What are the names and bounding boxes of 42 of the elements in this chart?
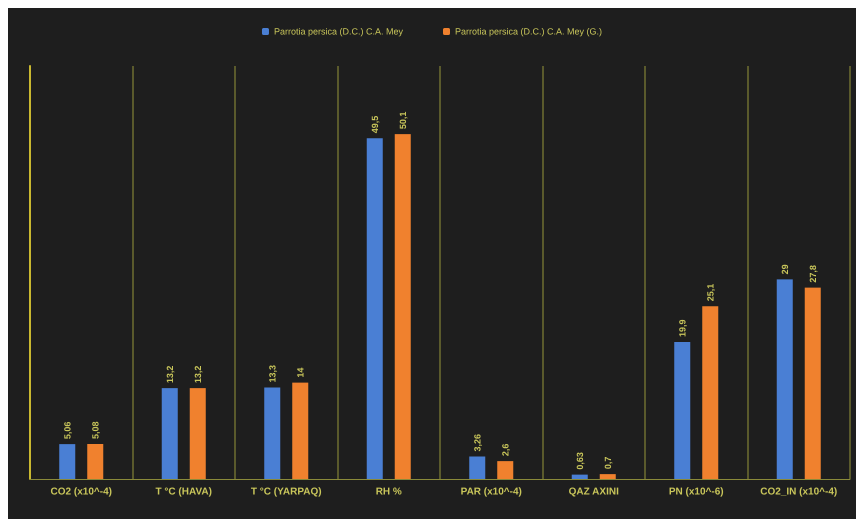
data-label: 5,06 [62,422,72,440]
data-label: 14 [295,368,306,378]
bar [59,444,76,479]
data-label: 0,63 [574,452,585,470]
data-label: 3,26 [472,434,482,452]
bar [497,461,514,479]
bar [366,138,383,479]
data-label: 5,08 [90,422,100,440]
bar [190,388,206,479]
data-label: 0,7 [602,456,613,470]
x-tick-label: RH % [376,486,402,498]
x-tick-label: CO2 (x10^-4) [50,486,112,498]
legend-label: Parrotia persica (D.C.) C.A. Mey [274,26,404,36]
data-label: 27,8 [808,265,818,283]
data-label: 49,5 [370,116,380,134]
bar [776,279,793,479]
data-label: 50,1 [398,112,408,130]
bar [394,134,411,479]
bar [469,456,486,479]
bar [162,388,178,479]
bar [600,474,616,479]
bar [264,387,280,479]
x-tick-label: CO2_IN (x10^-4) [760,486,838,498]
x-tick-label: T °C (HAVA) [156,486,212,498]
data-label: 13,3 [267,364,278,382]
bar [87,444,104,479]
data-label: 19,9 [677,319,688,338]
data-label: 25,1 [705,284,716,302]
data-label: 29 [780,264,790,274]
x-tick-label: PAR (x10^-4) [460,486,522,498]
data-label: 2,6 [500,444,510,456]
legend-label: Parrotia persica (D.C.) C.A. Mey (G.) [455,26,602,36]
bar [702,306,718,479]
data-label: 13,2 [192,366,203,384]
x-tick-label: PN (x10^-6) [668,486,724,498]
x-tick-label: T °C (YARPAQ) [250,486,322,498]
bar [572,474,588,479]
bar [804,288,821,479]
x-tick-label: QAZ AXINI [568,486,620,498]
data-label: 13,2 [164,366,175,384]
bar [674,342,690,479]
bar [292,382,308,479]
